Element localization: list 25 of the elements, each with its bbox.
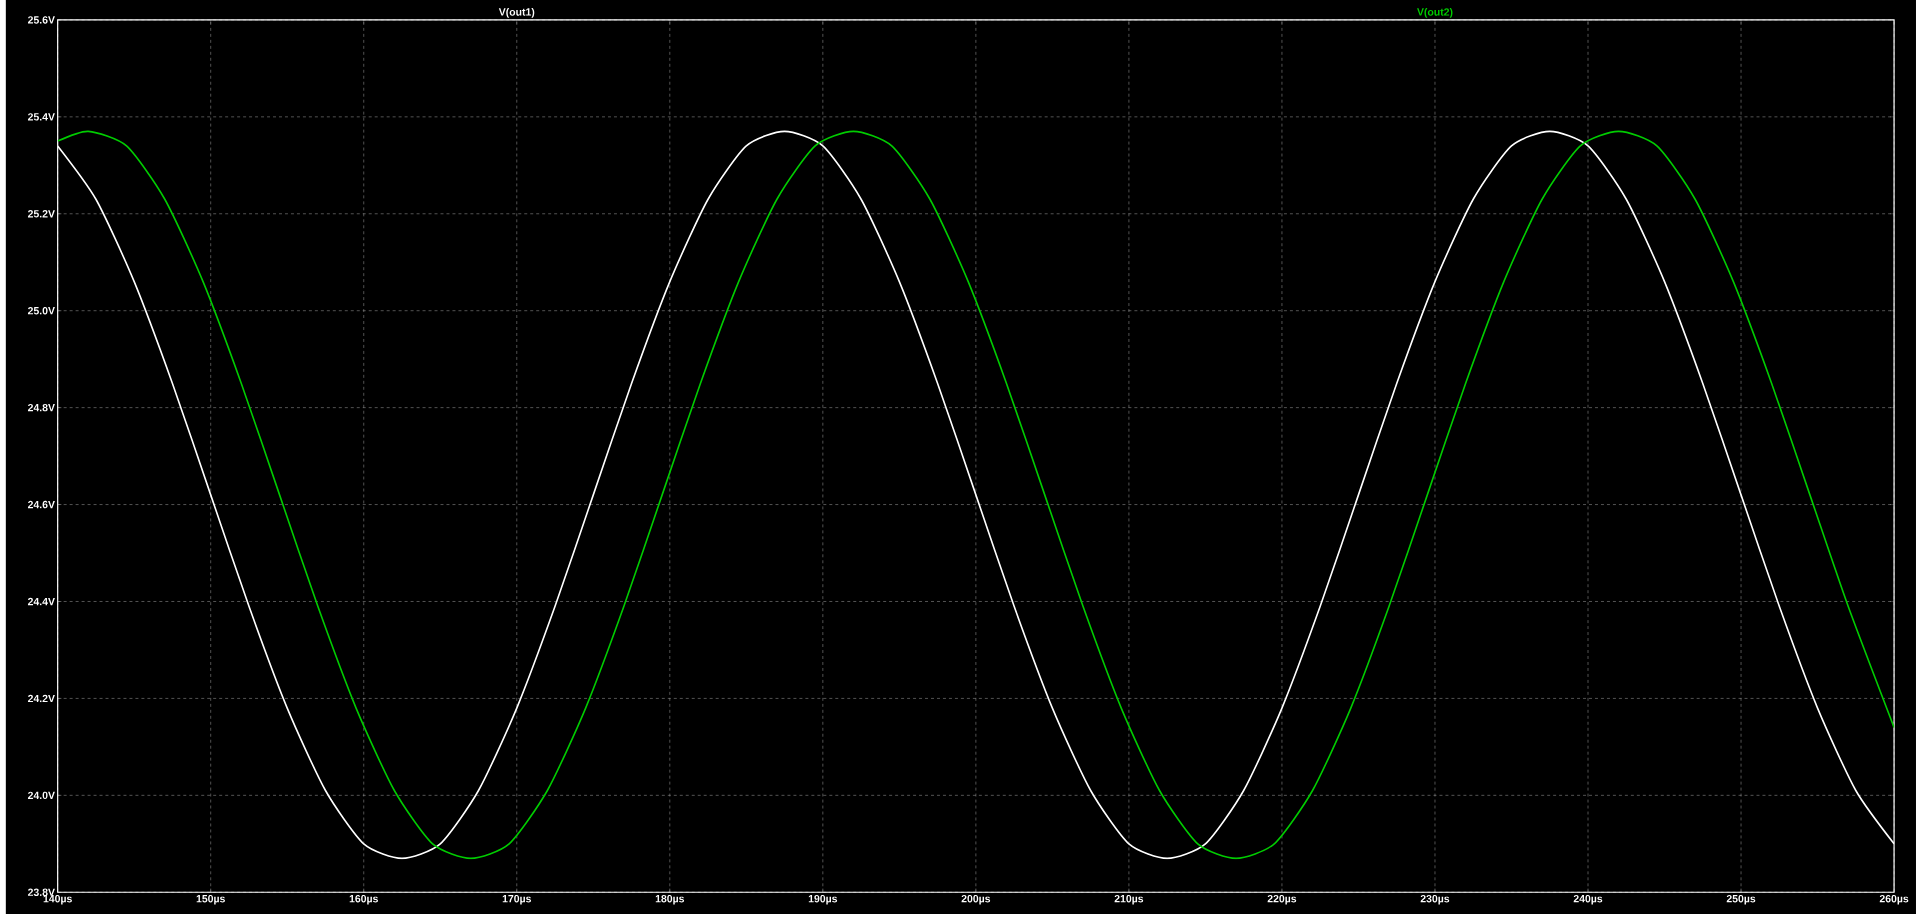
- y-tick-label: 23.8V: [27, 888, 55, 896]
- x-tick-label: 240µs: [1573, 894, 1603, 905]
- y-tick-label: 24.0V: [27, 791, 55, 799]
- x-tick-label: 250µs: [1726, 894, 1756, 905]
- text: V(out2): [1417, 7, 1453, 18]
- y-tick-label: 25.0V: [27, 306, 55, 315]
- x-tick-label: 160µs: [349, 894, 378, 905]
- x-tick-label: 200µs: [961, 894, 991, 905]
- x-tick-label: 180µs: [655, 894, 685, 905]
- y-tick-label: 25.4V: [27, 113, 55, 121]
- x-tick-label: 150µs: [196, 894, 225, 905]
- y-tick-label: 25.6V: [27, 16, 55, 24]
- x-tick-label: 230µs: [1420, 894, 1450, 905]
- x-tick-label: 210µs: [1114, 894, 1144, 905]
- y-tick-label: 25.2V: [27, 209, 55, 218]
- x-tick-label: 170µs: [502, 894, 531, 905]
- text: V(out1): [498, 7, 535, 18]
- x-tick-label: 260µs: [1879, 894, 1909, 905]
- x-tick-label: 190µs: [808, 894, 838, 905]
- x-tick-label: 220µs: [1267, 894, 1297, 905]
- y-tick-label: 24.6V: [27, 500, 55, 509]
- y-tick-label: 24.8V: [27, 403, 55, 412]
- y-tick-label: 24.2V: [27, 694, 55, 702]
- y-tick-label: 24.4V: [27, 597, 55, 606]
- x-tick-label: 140µs: [43, 894, 72, 905]
